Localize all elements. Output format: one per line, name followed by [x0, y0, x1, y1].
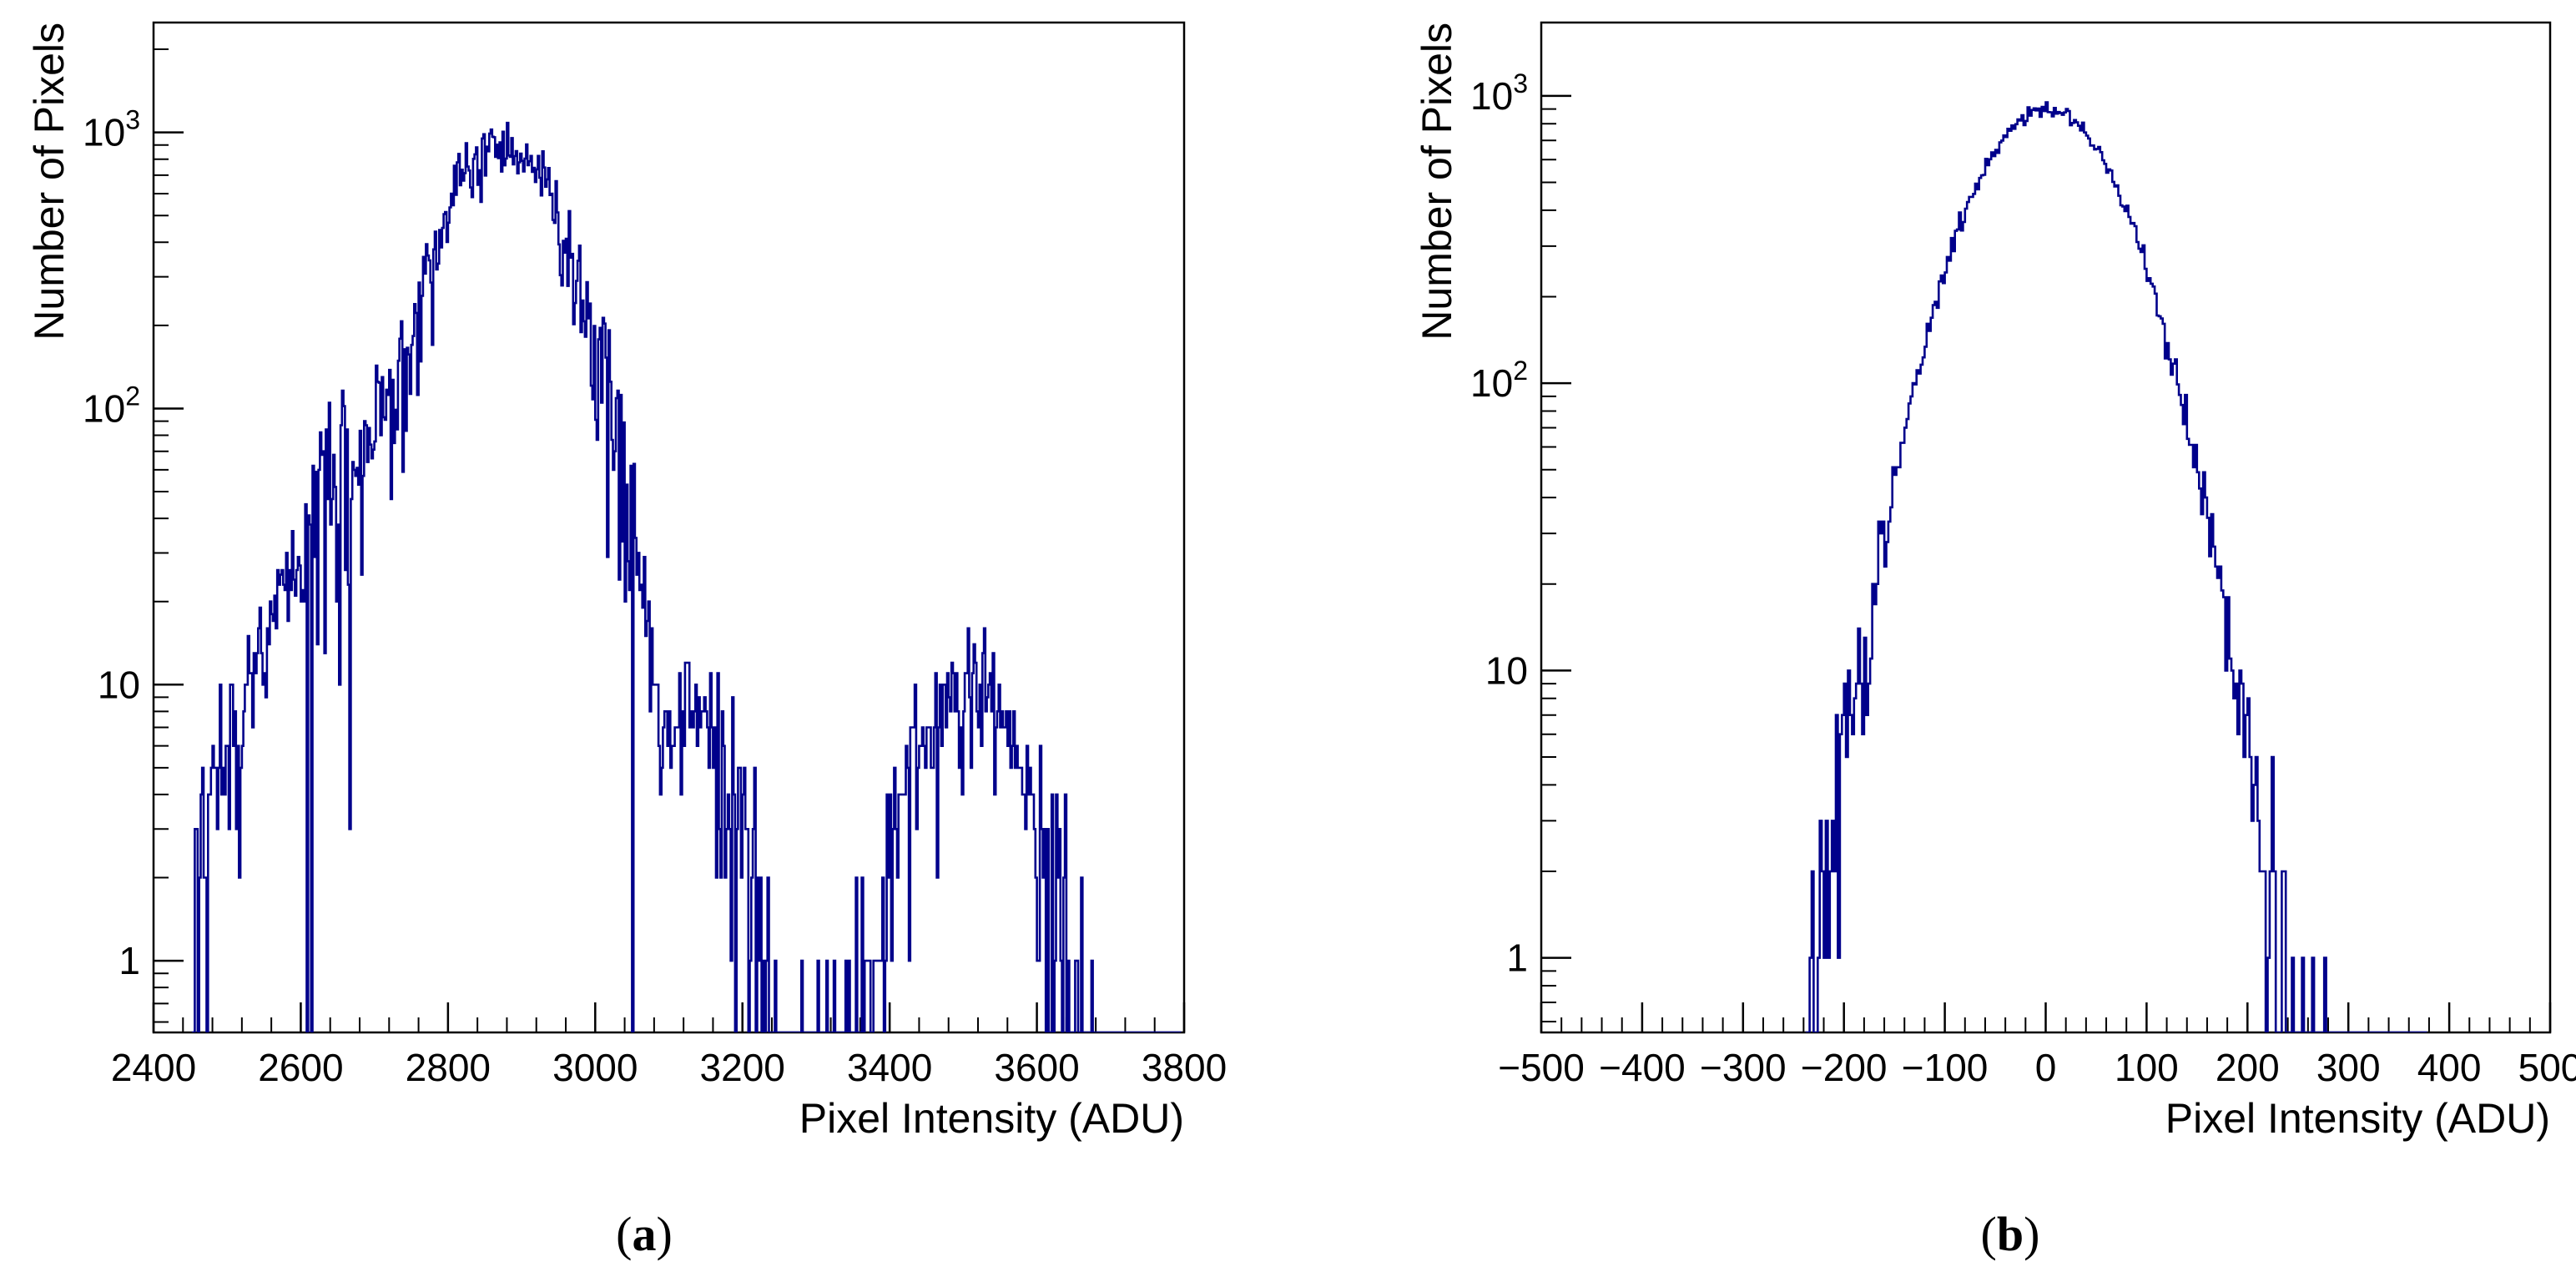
x-tick-label: 2600 [258, 1046, 343, 1089]
x-tick-label: 200 [2216, 1046, 2280, 1089]
caption-a-label: a [632, 1207, 657, 1261]
plot-a-frame [152, 21, 1186, 1034]
x-tick-label: 500 [2518, 1046, 2576, 1089]
x-tick-label: −500 [1498, 1046, 1585, 1089]
y-tick-label: 1 [1506, 936, 1528, 980]
plot-b-histogram: −500 −400 −300 −200 −100 0 100 200 300 400 500 1 10 1… [1414, 21, 2576, 1142]
x-axis-title: Pixel Intensity (ADU) [799, 1095, 1184, 1142]
histogram-series-b [1805, 101, 2427, 1032]
x-tick-label: 300 [2316, 1046, 2381, 1089]
x-tick-label: −300 [1700, 1046, 1787, 1089]
y-tick-label: 10 [1485, 649, 1528, 692]
x-tick-label: 3800 [1142, 1046, 1227, 1089]
x-tick-label: 3400 [847, 1046, 932, 1089]
y-axis-title: Number of Pixels [1414, 23, 1460, 341]
x-tick-label: −400 [1599, 1046, 1686, 1089]
y-axis-title: Number of Pixels [26, 23, 73, 341]
y-tick-label: 103 [1470, 68, 1528, 118]
caption-a: (a) [616, 1207, 673, 1261]
x-axis-title: Pixel Intensity (ADU) [2165, 1095, 2550, 1142]
plot-a-histogram: 2400 2600 2800 3000 3200 3400 3600 3800 1 10 102 10… [26, 21, 1227, 1142]
y-tick-label: 102 [1470, 356, 1528, 405]
x-tick-label: −200 [1801, 1046, 1888, 1089]
x-tick-label: 100 [2115, 1046, 2179, 1089]
x-tick-label: 0 [2035, 1046, 2057, 1089]
y-tick-label: 103 [83, 105, 140, 154]
x-tick-label: −100 [1902, 1046, 1989, 1089]
y-tick-label: 102 [83, 381, 140, 430]
x-tick-label: 400 [2417, 1046, 2482, 1089]
x-tick-label: 3600 [994, 1046, 1079, 1089]
x-tick-label: 3000 [552, 1046, 638, 1089]
x-tick-label: 2800 [406, 1046, 491, 1089]
caption-b: (b) [1980, 1207, 2040, 1261]
x-tick-label: 2400 [111, 1046, 196, 1089]
caption-b-label: b [1996, 1207, 2024, 1261]
plot-b-frame [1540, 21, 2552, 1034]
x-tick-label: 3200 [700, 1046, 785, 1089]
y-tick-label: 1 [118, 939, 140, 982]
y-tick-label: 10 [98, 663, 140, 706]
histogram-series-a [191, 121, 1182, 1032]
